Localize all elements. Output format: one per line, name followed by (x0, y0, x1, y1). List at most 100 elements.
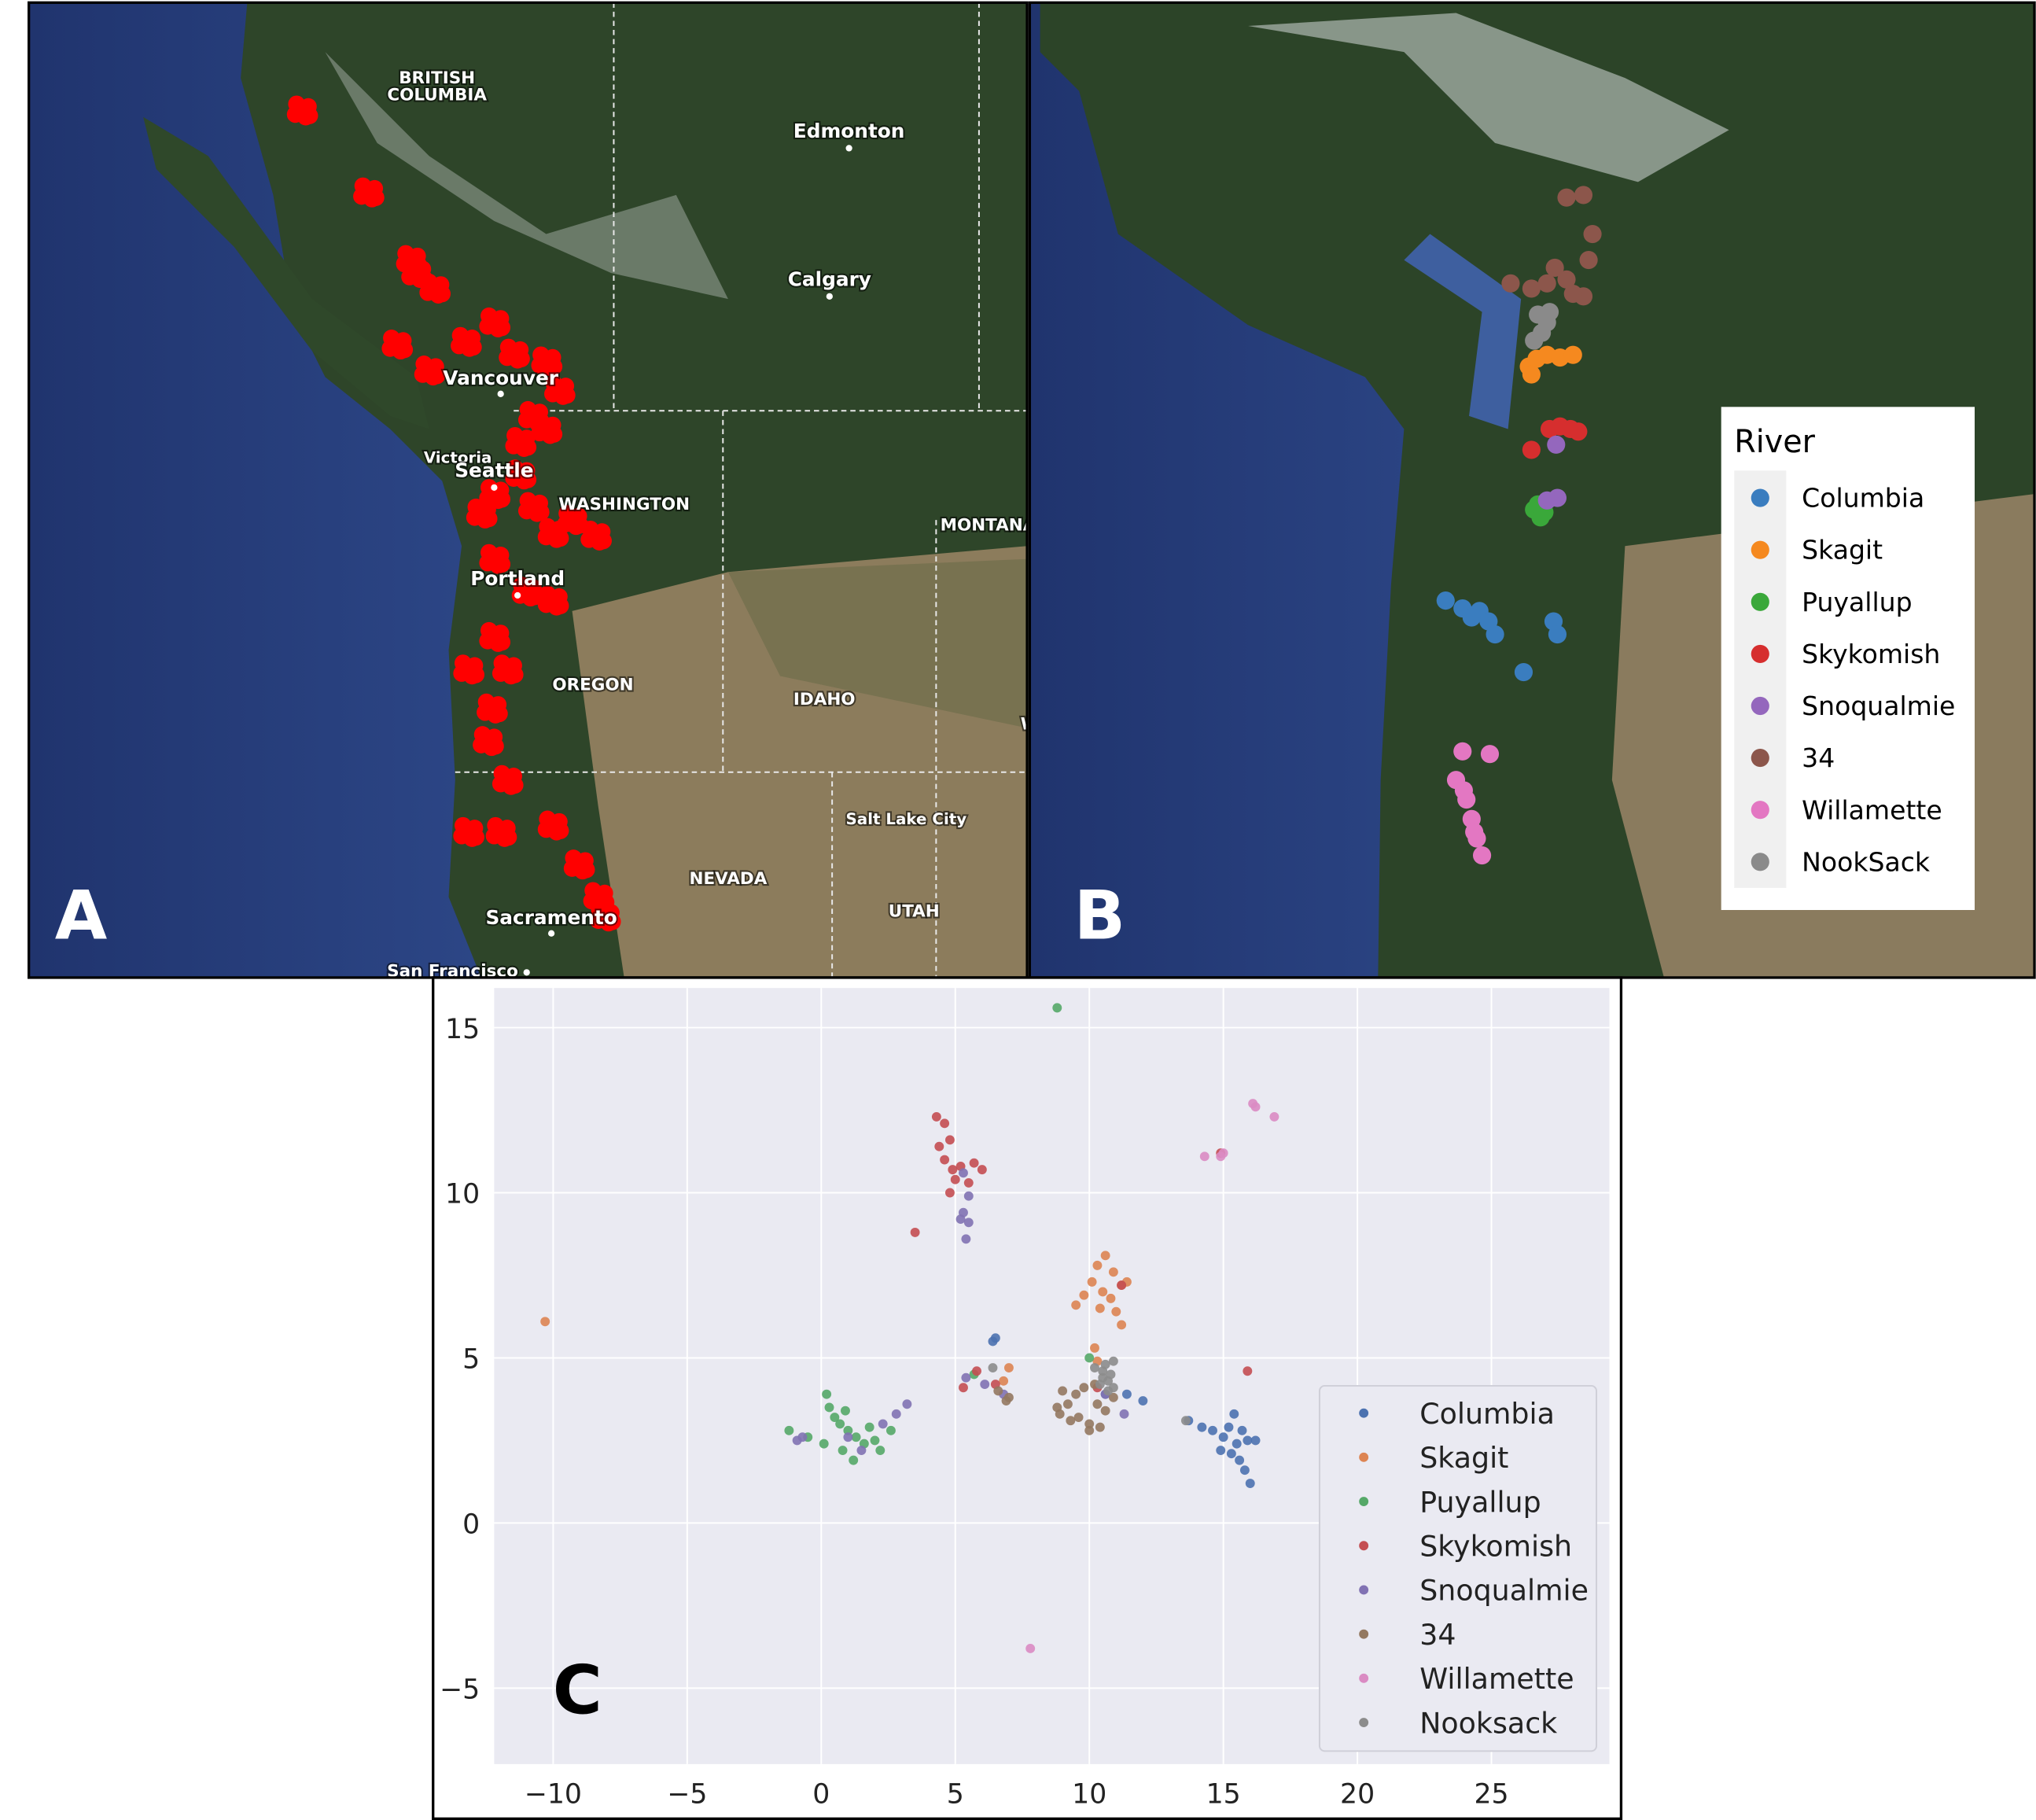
point (1062, 1399, 1073, 1409)
site (595, 532, 612, 550)
legend-marker (1359, 1629, 1369, 1639)
site (499, 828, 517, 846)
site (578, 861, 595, 879)
site (454, 816, 472, 834)
site (581, 520, 599, 538)
legend-marker (1359, 1585, 1369, 1595)
point (1224, 1422, 1234, 1432)
map-label: OREGON (552, 676, 633, 695)
scatter-chart: −10 −5 0 5 10 15 20 25 −5 0 5 10 15 Columbia Skagit Puy… (440, 988, 1610, 1811)
site (1462, 608, 1481, 627)
point (1226, 1449, 1236, 1459)
point (784, 1425, 794, 1435)
site (467, 498, 485, 516)
y-tick-label: 10 (445, 1179, 480, 1210)
site (551, 597, 569, 614)
legend-label: Nooksack (1419, 1706, 1557, 1740)
legend-label: Willamette (1419, 1662, 1574, 1696)
site (519, 471, 537, 488)
site (539, 810, 556, 828)
site (1525, 331, 1544, 350)
legend-label: Snoqualmie (1802, 691, 1955, 721)
x-tick-label: 0 (812, 1779, 830, 1811)
site (1563, 284, 1582, 304)
point (1108, 1267, 1118, 1277)
legend-marker (1751, 644, 1769, 663)
point (1237, 1425, 1247, 1435)
point (838, 1446, 848, 1455)
point (1084, 1419, 1095, 1429)
legend-label: Columbia (1419, 1397, 1555, 1431)
map-label: Portland (470, 567, 565, 590)
city-dot (845, 145, 852, 152)
point (972, 1366, 981, 1376)
legend-label: NookSack (1802, 846, 1931, 877)
point (1108, 1356, 1118, 1366)
x-tick-label: −10 (525, 1779, 582, 1811)
point (1250, 1102, 1261, 1112)
point (1098, 1287, 1108, 1297)
point (1103, 1386, 1114, 1396)
site (491, 705, 508, 723)
site (487, 737, 504, 755)
y-tick-label: −5 (440, 1674, 480, 1706)
legend-marker (1751, 749, 1769, 768)
legend-label: 34 (1419, 1618, 1456, 1652)
point (540, 1317, 550, 1327)
point (856, 1446, 867, 1455)
legend-marker (1359, 1497, 1369, 1507)
city-dot (547, 930, 555, 937)
legend-key-bg (1734, 470, 1787, 888)
point (1243, 1366, 1253, 1376)
site (539, 518, 556, 536)
point (1095, 1422, 1105, 1432)
borders (455, 2, 1028, 978)
point (1052, 1003, 1062, 1013)
point (875, 1446, 885, 1455)
point (1092, 1399, 1103, 1409)
site (1486, 625, 1504, 644)
point (963, 1177, 974, 1188)
point (963, 1191, 974, 1201)
site (288, 95, 305, 112)
map-label: WASHINGTON (558, 495, 690, 514)
point (944, 1188, 955, 1198)
legend-label: Willamette (1802, 794, 1942, 825)
site (506, 776, 524, 794)
panel-label: B (1074, 876, 1126, 955)
legend-label: Puyallup (1802, 587, 1912, 617)
site (513, 577, 530, 594)
point (1025, 1644, 1036, 1653)
point (1216, 1446, 1226, 1455)
site (532, 503, 550, 521)
point (835, 1419, 845, 1429)
legend-label: Snoqualmie (1419, 1574, 1589, 1608)
point (1079, 1383, 1089, 1393)
site (397, 245, 414, 263)
point (1197, 1422, 1207, 1432)
map-label: IDAHO (793, 690, 856, 709)
site (415, 269, 433, 287)
city-dot (523, 969, 530, 976)
point (940, 1155, 950, 1165)
point (824, 1402, 834, 1413)
site (433, 285, 451, 303)
city-dot (514, 591, 521, 599)
legend-label: Skykomish (1802, 639, 1940, 669)
legend-marker (1359, 1408, 1369, 1418)
site (493, 654, 511, 672)
point (1243, 1435, 1253, 1446)
site (506, 459, 524, 477)
legend-marker (1359, 1673, 1369, 1683)
point (878, 1419, 888, 1429)
panel-label: C (553, 1651, 602, 1730)
point (1117, 1320, 1127, 1330)
point (959, 1383, 968, 1393)
site (1454, 781, 1473, 800)
point (1218, 1432, 1228, 1442)
point (959, 1168, 968, 1178)
